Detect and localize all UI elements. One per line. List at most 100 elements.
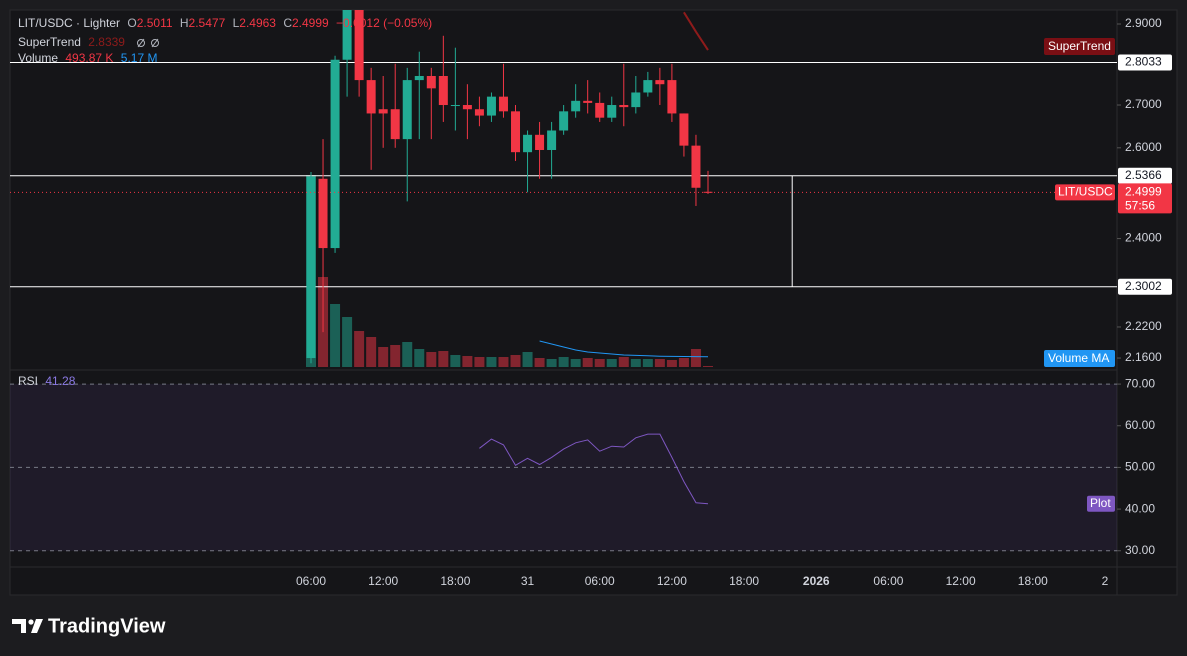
volume-bar: [522, 352, 533, 367]
rsi-pane: [10, 383, 1117, 552]
countdown: 57:56: [1125, 199, 1155, 213]
main-pane: [10, 10, 1117, 367]
level-label: 2.5366: [1125, 168, 1162, 182]
volume-bar: [426, 352, 437, 367]
o-label: O: [127, 16, 136, 30]
y-tick-label: 2.4000: [1125, 231, 1162, 245]
rsi-value: 41.28: [45, 374, 75, 388]
volume-bar: [474, 357, 485, 367]
supertrend-line: [683, 11, 709, 51]
candle-body: [414, 75, 424, 81]
volume-ma-tag: [1044, 350, 1115, 367]
y-tick-label: 2.2200: [1125, 319, 1162, 333]
y-tick-label: 30.00: [1125, 543, 1155, 557]
l-value: 2.4963: [239, 16, 276, 30]
candle-body: [571, 100, 581, 112]
candle-body: [535, 134, 545, 150]
candle-body: [318, 178, 328, 249]
candle-body: [619, 105, 629, 108]
volume-bar: [366, 337, 377, 367]
candle-body: [655, 80, 665, 85]
c-label: C: [283, 16, 292, 30]
volume-name: Volume: [18, 51, 58, 65]
candle-body: [366, 80, 376, 114]
overlay: 2.9000 2.7000 2.6000 2.4000 2.2200 2.1600 2.80…: [296, 16, 1172, 588]
volume-bar: [342, 317, 353, 367]
volume-ma-value: 5.17 M: [121, 51, 158, 65]
candle-body: [691, 145, 701, 188]
brand: TradingView: [48, 615, 166, 637]
level-label: 2.3002: [1125, 279, 1162, 293]
symbol-label: LIT/USDC: [1058, 185, 1113, 199]
y-tick-label: 2.1600: [1125, 350, 1162, 364]
o-value: 2.5011: [137, 16, 173, 30]
y-tick-label: 50.00: [1125, 460, 1155, 474]
rsi-line: [479, 433, 709, 505]
volume-bar: [510, 355, 521, 367]
volume-bar: [606, 359, 617, 367]
candle-body: [643, 80, 653, 93]
c-value: 2.4999: [292, 16, 329, 30]
volume-bar: [546, 359, 557, 367]
volume-bar: [642, 359, 653, 367]
volume-bar: [378, 347, 389, 367]
supertrend-legend: SuperTrend 2.8339: [18, 35, 125, 49]
volume-bar: [630, 359, 641, 367]
candle-body: [486, 96, 496, 116]
volume-bar: [438, 351, 449, 367]
candle-body: [438, 75, 448, 106]
level-label-box: [1118, 278, 1172, 295]
level-label-box: [1118, 167, 1172, 184]
change: −0.0012 (−0.05%): [336, 16, 432, 30]
x-tick-label: 06:00: [296, 574, 326, 588]
candle-body: [354, 10, 364, 81]
l-label: L: [233, 16, 240, 30]
x-tick-label: 06:00: [873, 574, 903, 588]
candle-body: [547, 130, 557, 150]
volume-bar: [678, 358, 689, 367]
h-label: H: [180, 16, 189, 30]
volume-bar: [582, 358, 593, 367]
chart-frame: [9, 9, 1178, 596]
candle-body: [402, 80, 412, 140]
level-label-box: [1118, 54, 1172, 71]
candle-body: [378, 109, 388, 114]
logo: [12, 619, 43, 633]
volume-bar: [414, 349, 425, 367]
candle-body: [607, 105, 617, 118]
x-tick-label: 18:00: [729, 574, 759, 588]
volume-bar: [570, 359, 581, 367]
volume-bar: [666, 360, 677, 367]
supertrend-tag-text: SuperTrend: [1048, 39, 1111, 53]
volume-bar: [462, 356, 473, 367]
volume-ma-tag-text: Volume MA: [1048, 351, 1109, 365]
candle-body: [498, 96, 508, 112]
symbol: LIT/USDC · Lighter: [18, 16, 120, 30]
candle-body: [342, 10, 352, 60]
x-tick-label: 12:00: [946, 574, 976, 588]
supertrend-value: 2.8339: [88, 35, 125, 49]
volume-bar: [702, 366, 713, 367]
x-tick-label: 12:00: [368, 574, 398, 588]
candle-body: [306, 176, 316, 359]
rsi-legend: RSI 41.28: [18, 374, 76, 388]
candle-body: [559, 111, 569, 131]
candle-body: [330, 59, 340, 249]
level-label: 2.8033: [1125, 55, 1162, 69]
volume-bar: [498, 357, 509, 367]
volume-value: 493.87 K: [65, 51, 113, 65]
x-tick-label: 18:00: [440, 574, 470, 588]
volume-bar: [654, 359, 665, 367]
x-tick-label: 18:00: [1018, 574, 1048, 588]
candle-body: [703, 191, 713, 193]
y-tick-label: 2.9000: [1125, 16, 1162, 30]
x-tick-label: 12:00: [657, 574, 687, 588]
candle-body: [474, 109, 484, 116]
x-tick-label: 31: [521, 574, 535, 588]
rsi-name: RSI: [18, 374, 38, 388]
candle-body: [462, 105, 472, 110]
h-value: 2.5477: [189, 16, 226, 30]
volume-bar: [534, 358, 545, 367]
candle-body: [523, 134, 533, 153]
